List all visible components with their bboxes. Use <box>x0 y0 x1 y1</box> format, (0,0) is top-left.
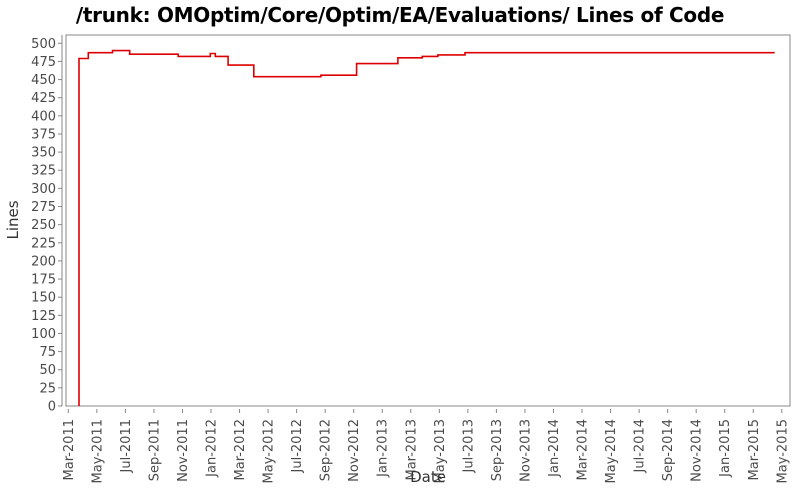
y-tick-label: 250 <box>31 218 56 233</box>
y-tick-label: 50 <box>39 363 56 378</box>
x-tick-label: Mar-2013 <box>404 419 419 480</box>
y-tick-label: 425 <box>31 91 56 106</box>
y-tick-label: 450 <box>31 73 56 88</box>
x-tick-label: Jul-2014 <box>633 419 648 473</box>
y-tick-label: 375 <box>31 127 56 142</box>
y-tick-label: 225 <box>31 236 56 251</box>
x-tick-label: Sep-2012 <box>319 419 334 481</box>
x-tick-label: May-2012 <box>262 419 277 483</box>
y-tick-label: 325 <box>31 164 56 179</box>
y-tick-label: 475 <box>31 55 56 70</box>
plot-frame <box>65 34 791 407</box>
y-tick-label: 75 <box>39 345 56 360</box>
x-tick-label: Jan-2014 <box>547 419 562 478</box>
y-tick-label: 100 <box>31 327 56 342</box>
y-tick-label: 150 <box>31 291 56 306</box>
x-tick-label: Nov-2011 <box>176 419 191 482</box>
y-tick-label: 400 <box>31 109 56 124</box>
y-tick-label: 125 <box>31 309 56 324</box>
x-tick-label: Jan-2013 <box>376 419 391 478</box>
x-tick-label: Jan-2015 <box>718 419 733 478</box>
x-tick-label: May-2011 <box>90 419 105 483</box>
x-tick-label: Mar-2014 <box>576 419 591 480</box>
y-tick-label: 300 <box>31 182 56 197</box>
x-tick-label: May-2014 <box>604 419 619 483</box>
y-tick-label: 200 <box>31 254 56 269</box>
y-tick-label: 500 <box>31 37 56 52</box>
x-tick-label: Jul-2013 <box>461 419 476 473</box>
x-tick-label: Jul-2011 <box>119 419 134 473</box>
y-tick-label: 350 <box>31 146 56 161</box>
x-tick-label: Nov-2014 <box>690 419 705 482</box>
x-tick-label: Sep-2011 <box>147 419 162 481</box>
y-tick-label: 0 <box>48 400 56 415</box>
loc-step-line <box>78 49 775 406</box>
chart-title: /trunk: OMOptim/Core/Optim/EA/Evaluation… <box>75 3 725 27</box>
y-tick-label: 25 <box>39 381 56 396</box>
x-tick-label: Nov-2012 <box>347 419 362 482</box>
x-axis-title: Date <box>410 468 446 486</box>
x-tick-label: Jul-2012 <box>290 419 305 473</box>
x-tick-label: Sep-2014 <box>661 419 676 481</box>
x-tick-label: May-2013 <box>433 419 448 483</box>
x-tick-label: May-2015 <box>775 419 790 483</box>
x-tick-label: Mar-2012 <box>233 419 248 480</box>
x-tick-label: Sep-2013 <box>490 419 505 481</box>
x-tick-label: Jan-2012 <box>205 419 220 478</box>
y-tick-label: 175 <box>31 273 56 288</box>
y-tick-label: 275 <box>31 200 56 215</box>
x-tick-label: Mar-2011 <box>62 419 77 480</box>
y-axis-title: Lines <box>4 200 22 240</box>
x-tick-label: Nov-2013 <box>518 419 533 482</box>
x-tick-label: Mar-2015 <box>747 419 762 480</box>
